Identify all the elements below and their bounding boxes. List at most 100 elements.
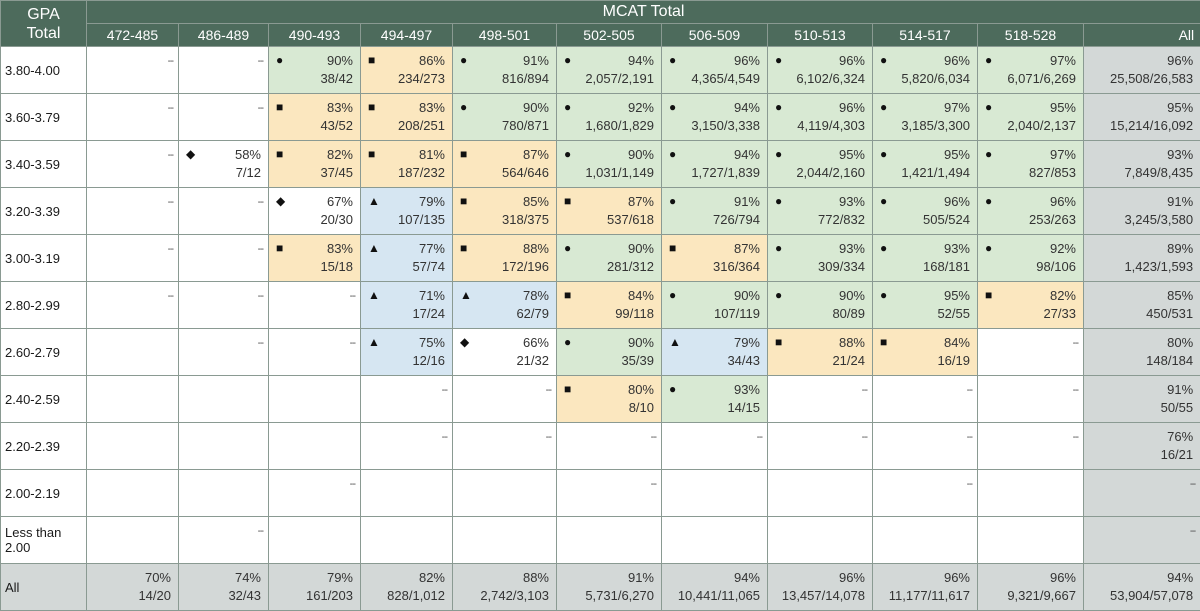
gpa-row-label: 2.40-2.59: [0, 375, 87, 423]
acceptance-percent: 95%: [1049, 100, 1076, 115]
rate-cell: [452, 516, 557, 564]
acceptance-percent: 96%: [943, 53, 970, 68]
acceptance-percent: 93%: [838, 241, 865, 256]
acceptance-count: 16/21: [1160, 447, 1194, 462]
category-symbol-icon: ●: [669, 53, 677, 67]
acceptance-count: 34/43: [727, 353, 760, 368]
acceptance-percent: 96%: [943, 570, 970, 585]
acceptance-percent: 79%: [326, 570, 353, 585]
acceptance-count: 14/15: [727, 400, 760, 415]
no-data-mark: --: [441, 431, 448, 443]
gpa-row-label: 2.80-2.99: [0, 281, 87, 329]
no-data-mark: --: [349, 478, 356, 490]
table-row: 3.00-3.19 -- -- ■ 83% 15/18 ▲ 77% 57/74 ■ 88% 172/1…: [0, 234, 1200, 282]
column-header: 486-489: [178, 23, 269, 47]
rate-cell: [360, 516, 453, 564]
rate-cell: ▲ 79% 107/135: [360, 187, 453, 235]
rate-cell: [661, 469, 768, 517]
rate-cell: [360, 469, 453, 517]
category-symbol-icon: ■: [775, 335, 783, 349]
rate-cell: ▲ 77% 57/74: [360, 234, 453, 282]
rate-cell: 91% 5,731/6,270: [556, 563, 662, 611]
rate-cell: ■ 87% 537/618: [556, 187, 662, 235]
rate-cell: ● 91% 816/894: [452, 46, 557, 94]
acceptance-count: 3,150/3,338: [691, 118, 760, 133]
acceptance-percent: 96%: [838, 100, 865, 115]
rate-cell: ■ 84% 16/19: [872, 328, 978, 376]
rate-cell: [452, 469, 557, 517]
acceptance-count: 2,057/2,191: [585, 71, 654, 86]
gpa-header-line2: Total: [26, 24, 61, 42]
rate-cell: [767, 469, 873, 517]
acceptance-count: 15/18: [320, 259, 353, 274]
rate-cell: ■ 88% 21/24: [767, 328, 873, 376]
acceptance-percent: 90%: [733, 288, 760, 303]
category-symbol-icon: ◆: [460, 335, 470, 349]
rate-cell: [872, 516, 978, 564]
acceptance-count: 3,245/3,580: [1124, 212, 1194, 227]
category-symbol-icon: ●: [460, 100, 468, 114]
rate-cell: 91% 50/55: [1082, 375, 1200, 423]
acceptance-count: 2,742/3,103: [480, 588, 549, 603]
category-symbol-icon: ●: [880, 194, 888, 208]
rate-cell: ● 95% 2,044/2,160: [767, 140, 873, 188]
rate-cell: ■ 85% 318/375: [452, 187, 557, 235]
column-header: All: [1082, 23, 1200, 47]
acceptance-count: 281/312: [607, 259, 654, 274]
category-symbol-icon: ●: [985, 241, 993, 255]
acceptance-count: 309/334: [818, 259, 865, 274]
rate-cell: ▲ 79% 34/43: [661, 328, 768, 376]
acceptance-count: 37/45: [320, 165, 353, 180]
acceptance-count: 780/871: [502, 118, 549, 133]
acceptance-count: 16/19: [937, 353, 970, 368]
acceptance-count: 1,421/1,494: [901, 165, 970, 180]
rate-cell: ◆ 67% 20/30: [268, 187, 361, 235]
rate-cell: --: [872, 469, 978, 517]
rate-cell: [268, 422, 361, 470]
rate-cell: ● 92% 1,680/1,829: [556, 93, 662, 141]
rate-cell: --: [86, 140, 179, 188]
category-symbol-icon: ●: [880, 100, 888, 114]
category-symbol-icon: ■: [368, 53, 376, 67]
acceptance-count: 32/43: [228, 588, 261, 603]
category-symbol-icon: ●: [775, 288, 783, 302]
rate-cell: --: [268, 328, 361, 376]
rate-cell: ● 95% 1,421/1,494: [872, 140, 978, 188]
acceptance-count: 107/119: [713, 306, 760, 321]
mcat-total-header: MCAT Total: [85, 0, 1200, 24]
category-symbol-icon: ●: [775, 100, 783, 114]
rate-cell: --: [452, 375, 557, 423]
acceptance-count: 816/894: [502, 71, 549, 86]
no-data-mark: --: [1072, 431, 1079, 443]
rate-cell: [178, 375, 269, 423]
rate-cell: ● 95% 2,040/2,137: [977, 93, 1084, 141]
acceptance-percent: 58%: [234, 147, 261, 162]
rate-cell: ■ 83% 15/18: [268, 234, 361, 282]
rate-cell: ● 94% 2,057/2,191: [556, 46, 662, 94]
rate-cell: [178, 422, 269, 470]
gpa-row-label: 2.00-2.19: [0, 469, 87, 517]
acceptance-count: 25,508/26,583: [1110, 71, 1194, 86]
acceptance-count: 27/33: [1043, 306, 1076, 321]
acceptance-percent: 81%: [418, 147, 445, 162]
rate-cell: ■ 87% 316/364: [661, 234, 768, 282]
acceptance-count: 505/524: [923, 212, 970, 227]
rate-cell: 96% 11,177/11,617: [872, 563, 978, 611]
no-data-mark: --: [167, 102, 174, 114]
category-symbol-icon: ▲: [368, 288, 380, 302]
rate-cell: ▲ 71% 17/24: [360, 281, 453, 329]
acceptance-percent: 88%: [838, 335, 865, 350]
no-data-mark: --: [349, 290, 356, 302]
rate-cell: --: [178, 234, 269, 282]
acceptance-count: 4,119/4,303: [797, 118, 865, 133]
category-symbol-icon: ▲: [368, 335, 380, 349]
rate-cell: [178, 469, 269, 517]
acceptance-count: 21/24: [832, 353, 865, 368]
rate-cell: --: [360, 422, 453, 470]
rate-cell: --: [556, 422, 662, 470]
category-symbol-icon: ■: [460, 194, 468, 208]
rate-cell: --: [86, 93, 179, 141]
rate-cell: ● 94% 1,727/1,839: [661, 140, 768, 188]
acceptance-percent: 91%: [733, 194, 760, 209]
rate-cell: [556, 516, 662, 564]
